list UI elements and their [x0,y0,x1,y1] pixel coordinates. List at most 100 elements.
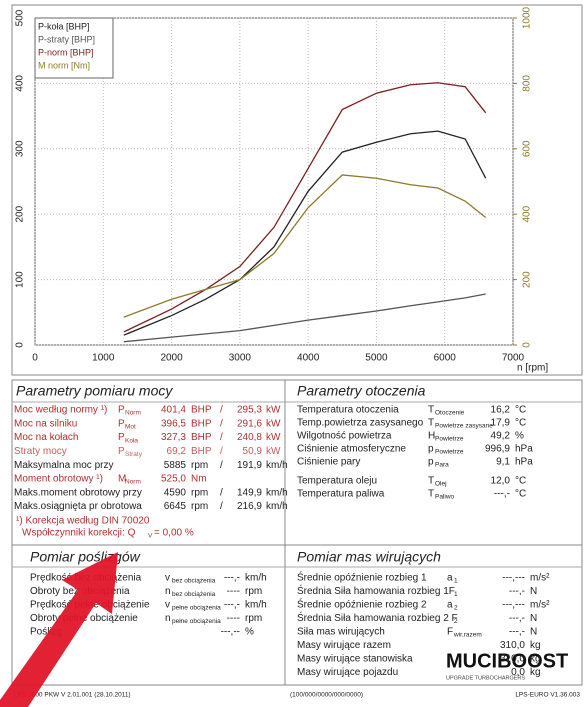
chart-frame [11,4,583,376]
unit: % [245,627,254,638]
symbol-sub: Norm [125,479,141,486]
symbol: v [165,573,170,584]
value: ---,- [224,573,240,584]
row-label: Masy wirujące razem [297,640,391,651]
symbol: T [428,405,434,416]
unit: km/h [266,487,288,498]
logo-tagline: UPGRADE TURBOCHARGERS [446,675,525,681]
symbol: H [428,431,435,442]
x-axis-label: n [rpm] [517,363,548,374]
separator: / [220,418,223,429]
unit: rpm [191,460,208,471]
unit: BHP [191,446,212,457]
unit: BHP [191,405,212,416]
x-tick-label: 7000 [502,353,525,364]
value: 149,9 [237,487,262,498]
symbol: M [118,474,126,485]
symbol-sub: Mot [125,424,136,431]
legend [34,17,114,79]
row-label: Średnie opóźnienie rozbieg 2 [297,598,427,611]
row-label: Masy wirujące stanowiska [297,654,413,665]
value: ---,- [224,600,240,611]
symbol-sub: Olej [435,481,447,488]
value: 0,0 [511,667,525,678]
unit: m/s² [530,573,550,584]
symbol-sub: Powietrze [435,449,464,456]
y2-tick-label: 400 [522,205,533,222]
row-label: Masy wirujące pojazdu [297,667,398,678]
row-label: Średnia Siła hamowania rozbieg 2 F [297,611,458,624]
symbol-sub: Koła [125,437,138,444]
value: 310,0 [500,654,525,665]
symbol-sub: Paliwo [435,494,455,501]
symbol-sub: 2 [454,618,458,625]
y2-tick-label: 600 [522,140,533,157]
symbol-sub: pełne obciążenia [172,618,221,625]
footer: LPS-EURO V1.36.003 [515,692,580,699]
y-tick-label: 0 [15,342,26,348]
tables-frame [11,379,583,686]
value: 216,9 [237,501,262,512]
symbol: T [428,489,434,500]
value: 295,3 [237,405,262,416]
symbol: P [118,432,125,443]
value: 50,9 [243,446,263,457]
y-tick-label: 500 [15,9,26,26]
symbol: a [447,573,453,584]
y2-tick-label: 200 [522,271,533,288]
unit: km/h [266,460,288,471]
value: 996,9 [485,444,510,455]
x-tick-label: 3000 [229,353,252,364]
symbol: n [165,613,171,624]
value: 401,4 [161,405,186,416]
symbol: v [165,600,170,611]
row-label: Średnia Siła hamowania rozbieg 1F [297,584,455,597]
row-label: Moc według normy ¹) [14,405,107,416]
x-tick-label: 1000 [92,353,115,364]
row-label: Straty mocy [14,446,67,457]
symbol: F [447,627,453,638]
value: ---,--- [502,573,525,584]
x-tick-label: 0 [32,353,38,364]
value: 69,2 [167,446,187,457]
value: 396,5 [161,418,186,429]
unit: m/s² [530,600,550,611]
row-label: Średnie opóźnienie rozbieg 1 [297,571,427,584]
unit: °C [515,489,526,500]
unit: hPa [515,457,533,468]
x-tick-label: 4000 [297,353,320,364]
separator: / [220,487,223,498]
symbol: T [428,476,434,487]
value: ---,- [509,627,525,638]
y-tick-label: 200 [15,205,26,222]
value: 4590 [164,487,187,498]
footer: (100/000/0000/000/0000) [290,692,363,699]
value: ---,-- [221,627,240,638]
value: ---- [227,613,240,624]
y-tick-label: 400 [15,75,26,92]
symbol-sub: Powietrze [435,436,464,443]
symbol: T [428,418,434,429]
row-label: Temp.powietrza zasysanego [297,418,424,429]
value: ---,- [509,613,525,624]
note: Współczynniki korekcji: Q [22,528,136,539]
series-line [123,174,487,318]
value: 525,0 [161,474,186,485]
section-title: Parametry pomiaru mocy [16,383,173,399]
symbol-sub: 1 [454,578,458,585]
legend-entry: P-straty [BHP] [38,34,95,44]
series-line [123,82,487,333]
logo: MUCIBOOST [446,650,568,672]
x-tick-label: 6000 [434,353,457,364]
unit: °C [515,405,526,416]
row-label: Temperatura otoczenia [297,405,399,416]
series-line [123,293,486,343]
symbol-sub: Straty [125,451,143,458]
row-label: Temperatura oleju [297,476,377,487]
row-label: Moc na silniku [14,418,77,429]
symbol: n [165,586,171,597]
symbol-sub: Otoczenie [435,410,465,417]
row-label: Moc na kołach [14,432,78,443]
x-tick-label: 2000 [160,353,183,364]
